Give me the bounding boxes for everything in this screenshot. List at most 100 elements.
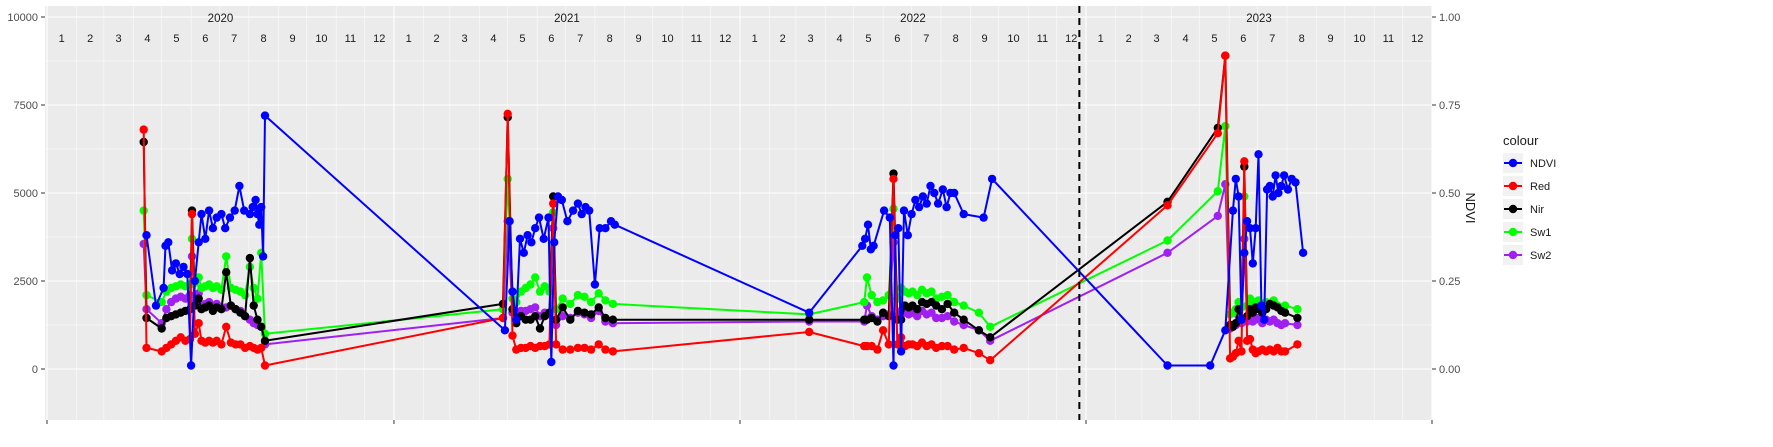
- data-point-ndvi: [1283, 185, 1293, 194]
- data-point-sw1: [878, 296, 888, 305]
- data-point-ndvi: [183, 269, 192, 279]
- data-point-red: [974, 349, 984, 358]
- data-point-red: [959, 343, 968, 353]
- data-point-ndvi: [167, 266, 177, 275]
- data-point-red: [1213, 129, 1223, 138]
- data-point-ndvi: [869, 241, 878, 250]
- data-point-ndvi: [573, 199, 583, 208]
- data-point-nir: [913, 305, 922, 314]
- month-labels: 1 2 3 4 5 6 7 8 9 10 11 12 1 2 3 4 5 6 7 8 9 10 11 12 1 2 3 4 5 6 7 8 9 1…: [59, 33, 1424, 45]
- data-point-ndvi: [922, 199, 931, 208]
- month-label: 4: [144, 33, 150, 45]
- month-label: 7: [577, 33, 583, 45]
- data-point-ndvi: [258, 252, 268, 261]
- data-point-ndvi: [899, 206, 909, 215]
- data-point-nir: [194, 294, 203, 303]
- data-point-ndvi: [918, 192, 928, 201]
- data-point-ndvi: [590, 280, 600, 289]
- data-point-ndvi: [942, 202, 951, 212]
- data-point-ndvi: [601, 224, 610, 233]
- data-point-nir: [531, 312, 540, 321]
- data-point-ndvi: [500, 326, 510, 335]
- data-point-ndvi: [889, 361, 898, 370]
- data-point-nir: [157, 324, 166, 333]
- data-point-red: [573, 343, 583, 353]
- data-point-ndvi: [933, 199, 943, 208]
- month-label: 3: [1154, 33, 1160, 45]
- data-point-ndvi: [225, 213, 235, 222]
- month-label: 8: [1299, 33, 1305, 45]
- month-label: 4: [1182, 33, 1188, 45]
- y-axis-left: 0 2500 5000 7500 10000: [7, 12, 45, 376]
- data-point-red: [508, 331, 517, 340]
- data-point-sw1: [601, 296, 610, 305]
- data-point-ndvi: [164, 238, 173, 247]
- data-point-red: [566, 345, 575, 354]
- data-point-ndvi: [860, 234, 870, 243]
- y2-tick-label: 0.25: [1439, 276, 1460, 288]
- data-point-ndvi: [217, 209, 226, 219]
- data-point-red: [1293, 340, 1302, 349]
- data-point-nir: [240, 312, 250, 321]
- data-point-red: [558, 345, 567, 354]
- data-point-sw1: [943, 290, 952, 300]
- data-point-red: [142, 343, 151, 353]
- data-point-sw1: [860, 297, 869, 307]
- data-point-ndvi: [1242, 217, 1252, 226]
- month-label: 9: [981, 33, 987, 45]
- data-point-ndvi: [235, 181, 244, 191]
- data-point-sw2: [1280, 319, 1290, 328]
- data-point-nir: [558, 303, 567, 312]
- data-point-red: [1163, 201, 1172, 210]
- month-label: 12: [719, 33, 731, 45]
- y-tick-label: 2500: [14, 276, 38, 288]
- data-point-sw2: [1163, 248, 1172, 257]
- data-point-red: [1237, 347, 1246, 356]
- data-point-ndvi: [221, 224, 230, 233]
- data-point-ndvi: [1231, 174, 1241, 184]
- data-point-ndvi: [190, 276, 200, 286]
- data-point-ndvi: [245, 209, 255, 219]
- data-point-sw2: [162, 305, 171, 314]
- month-label: 6: [894, 33, 900, 45]
- data-point-sw2: [950, 317, 959, 326]
- data-point-red: [586, 345, 596, 354]
- month-label: 1: [406, 33, 412, 45]
- data-point-sw1: [573, 290, 583, 300]
- data-point-red: [194, 319, 203, 328]
- data-point-red: [608, 347, 618, 356]
- month-label: 4: [836, 33, 842, 45]
- month-label: 5: [865, 33, 871, 45]
- y-axis-right: 0.00 0.25 0.50 0.75 1.00: [1432, 12, 1460, 376]
- data-point-ndvi: [175, 269, 184, 279]
- data-point-nir: [974, 326, 984, 335]
- data-point-red: [260, 361, 270, 370]
- data-point-ndvi: [197, 209, 206, 219]
- data-point-ndvi: [1265, 181, 1275, 191]
- data-point-red: [139, 125, 148, 134]
- month-label: 11: [1037, 33, 1048, 45]
- data-point-ndvi: [1206, 361, 1215, 370]
- y-tick-label: 7500: [14, 100, 38, 112]
- month-label: 1: [59, 33, 65, 45]
- legend-label: Sw2: [1530, 250, 1551, 262]
- year-label: 2020: [208, 13, 234, 25]
- month-label: 10: [315, 33, 327, 45]
- data-point-sw1: [139, 206, 148, 215]
- data-point-nir: [943, 299, 952, 309]
- data-point-red: [257, 343, 266, 353]
- legend-item-sw1: Sw1: [1503, 222, 1551, 242]
- data-point-ndvi: [515, 234, 525, 243]
- data-point-ndvi: [544, 213, 553, 222]
- data-point-ndvi: [896, 347, 906, 356]
- data-point-ndvi: [1260, 315, 1269, 324]
- data-point-nir: [937, 305, 947, 314]
- month-label: 8: [953, 33, 959, 45]
- legend-key-point: [1508, 227, 1518, 237]
- data-point-nir: [257, 322, 266, 331]
- data-point-ndvi: [531, 224, 540, 233]
- data-point-red: [217, 340, 226, 349]
- month-label: 5: [173, 33, 179, 45]
- data-point-ndvi: [519, 248, 528, 257]
